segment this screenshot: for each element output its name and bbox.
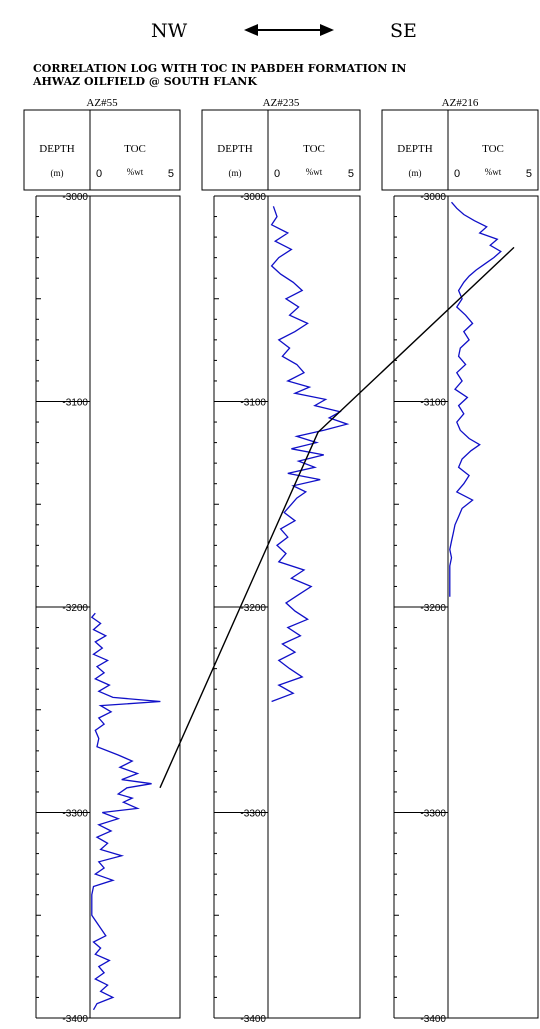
well-name: AZ#235: [263, 97, 300, 109]
chart-title-line2: AHWAZ OILFIELD @ SOUTH FLANK: [32, 75, 257, 88]
toc-scale-max: 5: [526, 168, 532, 180]
well-name: AZ#216: [442, 97, 479, 109]
correlation-line: [159, 246, 515, 789]
toc-curve: [449, 201, 502, 597]
depth-tick-label: -3100: [420, 398, 446, 409]
depth-tick-label: -3400: [62, 1014, 88, 1025]
toc-header: TOC: [303, 143, 325, 155]
depth-tick-label: -3200: [62, 603, 88, 614]
toc-track-box: [447, 195, 539, 1019]
depth-tick-label: -3000: [420, 192, 446, 203]
well-track: AZ#235 DEPTH (m) TOC 0 %wt 5 -3000 -3100 -3200 -33…: [201, 97, 361, 1025]
depth-header: DEPTH: [217, 143, 253, 155]
toc-unit: %wt: [306, 167, 323, 177]
toc-track-box: [89, 195, 181, 1019]
well-name: AZ#55: [86, 97, 118, 109]
depth-unit: (m): [229, 168, 242, 178]
toc-scale-min: 0: [454, 168, 460, 180]
depth-unit: (m): [409, 168, 422, 178]
correlation-layer: [159, 246, 515, 789]
double-arrow-icon: [244, 24, 334, 36]
depth-tick-label: -3300: [420, 809, 446, 820]
well-track: AZ#55 DEPTH (m) TOC 0 %wt 5 -3000 -3100 -3200 -330…: [23, 97, 181, 1025]
depth-tick-label: -3300: [240, 809, 266, 820]
depth-tick-label: -3100: [240, 398, 266, 409]
depth-tick-label: -3100: [62, 398, 88, 409]
depth-header: DEPTH: [39, 143, 75, 155]
depth-tick-label: -3000: [240, 192, 266, 203]
toc-scale-max: 5: [168, 168, 174, 180]
toc-track-box: [267, 195, 361, 1019]
track-header-box: [201, 109, 361, 191]
depth-tick-label: -3200: [420, 603, 446, 614]
toc-scale-max: 5: [348, 168, 354, 180]
depth-tick-label: -3400: [420, 1014, 446, 1025]
toc-scale-min: 0: [96, 168, 102, 180]
toc-curve: [270, 206, 350, 703]
toc-header: TOC: [124, 143, 146, 155]
toc-curve: [90, 612, 161, 1011]
toc-unit: %wt: [485, 167, 502, 177]
depth-tick-label: -3000: [62, 192, 88, 203]
toc-scale-min: 0: [274, 168, 280, 180]
track-header-box: [381, 109, 539, 191]
toc-header: TOC: [482, 143, 504, 155]
chart-title-line1: CORRELATION LOG WITH TOC IN PABDEH FORMA…: [33, 62, 406, 75]
well-track: AZ#216 DEPTH (m) TOC 0 %wt 5 -3000 -3100 -3200 -33…: [381, 97, 539, 1025]
depth-tick-label: -3400: [240, 1014, 266, 1025]
depth-header: DEPTH: [397, 143, 433, 155]
toc-unit: %wt: [127, 167, 144, 177]
nw-direction-label: NW: [151, 20, 188, 42]
wells-layer: AZ#55 DEPTH (m) TOC 0 %wt 5 -3000 -3100 -3200 -330…: [23, 97, 539, 1025]
depth-tick-label: -3300: [62, 809, 88, 820]
depth-tick-label: -3200: [240, 603, 266, 614]
track-header-box: [23, 109, 181, 191]
depth-unit: (m): [51, 168, 64, 178]
se-direction-label: SE: [390, 20, 417, 42]
